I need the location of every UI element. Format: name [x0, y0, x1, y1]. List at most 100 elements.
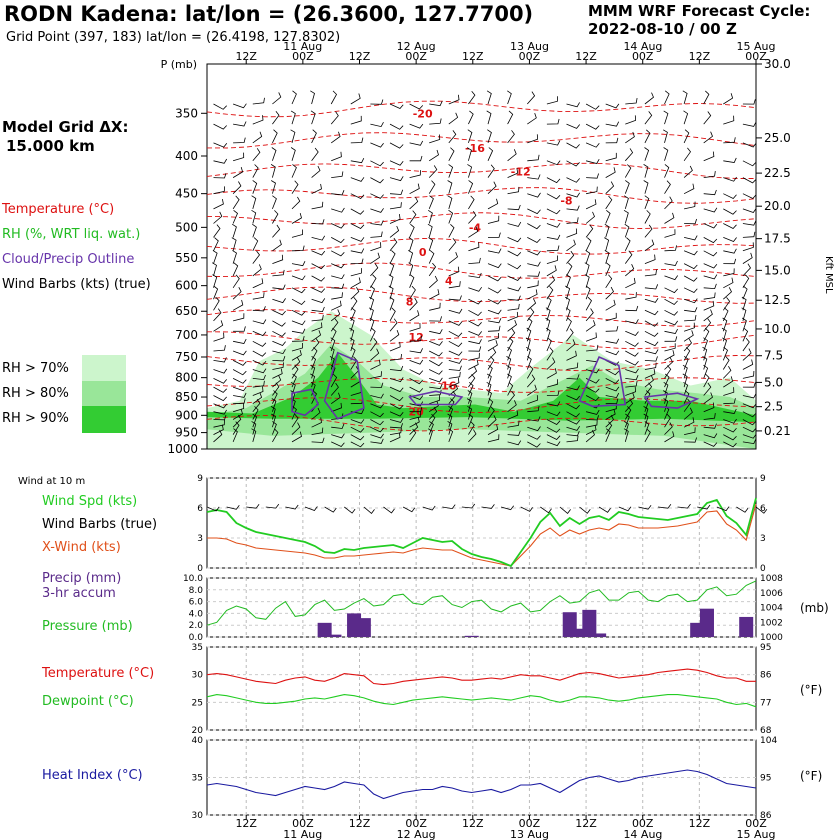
wind-tick-label-right: 6 — [760, 504, 766, 514]
wind-barb — [487, 287, 502, 294]
wind-barb — [330, 111, 339, 125]
wind-barb — [742, 348, 752, 361]
cross-wind-line — [207, 503, 757, 567]
dewpoint-line — [206, 694, 757, 708]
wind-barb — [586, 158, 600, 164]
wind-barb — [586, 409, 600, 415]
wind-barb — [408, 237, 414, 251]
wind-barb — [723, 398, 736, 405]
legend-rh70-label: RH > 70% — [2, 361, 69, 376]
wind-barb — [625, 392, 635, 405]
wind-barb — [605, 262, 611, 277]
wind-barb — [331, 263, 345, 269]
wind-barb — [525, 337, 531, 352]
wind-barb — [389, 214, 401, 224]
wind-barb — [546, 96, 558, 105]
wind-barb — [585, 368, 600, 374]
isotherm-label: 4 — [445, 274, 453, 287]
precip-bar — [592, 633, 607, 637]
wind-barb — [429, 369, 443, 375]
wind-barb — [723, 376, 734, 388]
precip-tick-label: 2.0 — [189, 621, 204, 631]
isotherm-label: -8 — [560, 195, 572, 208]
wind-barb — [546, 411, 561, 417]
wind-barb — [755, 506, 768, 514]
wind-barb — [370, 348, 380, 361]
wind-barb — [291, 320, 306, 326]
wind-barb — [625, 330, 639, 336]
wind-barb — [331, 237, 345, 244]
wind-barb — [232, 350, 247, 356]
wind-barb — [213, 237, 219, 251]
wind-barb — [684, 437, 697, 443]
isotherm-label: 16 — [441, 380, 457, 393]
isotherm-line — [206, 238, 757, 255]
wind-barb — [370, 438, 384, 444]
wind-barb — [742, 359, 754, 370]
wind-barb — [349, 317, 355, 332]
wind-barb — [389, 307, 396, 322]
top-date-label: 13 Aug — [510, 40, 549, 53]
cloud-outline — [323, 351, 365, 420]
wind-barb — [429, 340, 443, 346]
wind-barb — [546, 255, 558, 264]
wind-barb — [252, 115, 264, 125]
wind-barb — [487, 434, 500, 443]
wind-barb — [370, 327, 376, 342]
wind-barb — [428, 421, 434, 435]
wind-barb — [723, 157, 737, 163]
wind-barb — [389, 318, 398, 332]
wind-barb — [527, 441, 541, 448]
wind-barb — [585, 285, 591, 300]
wind-barb — [585, 320, 596, 332]
wind-barb — [213, 409, 227, 415]
wind-barb — [684, 315, 697, 322]
height-tick-label: 12.5 — [764, 293, 791, 307]
wind-barb — [291, 196, 301, 210]
wind-barb — [643, 406, 649, 420]
wind-barb — [684, 201, 696, 210]
wind-barb — [586, 173, 599, 179]
wind-barb — [291, 212, 302, 224]
wind-barb — [703, 300, 715, 311]
wind-barb — [370, 337, 378, 352]
wind-barb — [206, 506, 220, 512]
wind-barb — [311, 263, 325, 270]
wind-barb — [389, 123, 404, 130]
wind-barb — [311, 165, 321, 178]
wind-barb — [584, 262, 590, 277]
precip-bar — [327, 634, 342, 637]
wind-barb — [442, 504, 456, 510]
wind-barb — [564, 296, 570, 311]
wind-barb — [566, 205, 580, 211]
wind-barb — [703, 441, 718, 447]
wind-barb — [742, 193, 757, 199]
wind-barb — [605, 369, 620, 376]
wind-barb — [213, 429, 223, 443]
wind-barb — [383, 506, 395, 514]
wind-barb — [232, 262, 239, 277]
wind-barb — [291, 349, 302, 361]
wind-barb — [409, 223, 415, 238]
wind-barb — [447, 180, 453, 194]
wind-barb — [389, 262, 395, 277]
isotherm-line — [206, 397, 757, 413]
bottom-time-label: 00Z — [405, 817, 427, 830]
wind-barb — [429, 316, 442, 322]
top-date-label: 15 Aug — [737, 40, 776, 53]
wind-barb — [232, 181, 242, 194]
wind-barb — [310, 110, 316, 125]
wind-barb — [252, 164, 259, 178]
bottom-time-label: 00Z — [632, 817, 654, 830]
wind-barb — [231, 237, 237, 251]
wind-barb — [350, 177, 365, 182]
wind-barb — [644, 147, 650, 161]
wind-barb — [487, 248, 502, 254]
wind-barb — [370, 419, 384, 426]
wind-barb — [468, 226, 479, 238]
wind-barb — [213, 332, 225, 342]
wind-barb — [546, 140, 561, 146]
upper-panel-frame — [206, 63, 757, 450]
wind-barb — [370, 359, 381, 370]
height-tick-label: 17.5 — [764, 232, 791, 246]
